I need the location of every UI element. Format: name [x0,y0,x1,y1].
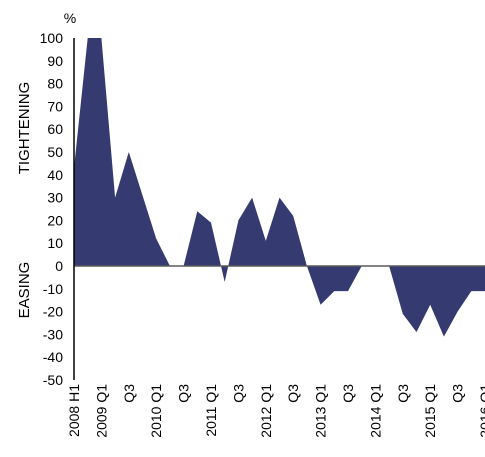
data-point [86,37,89,40]
data-point [223,280,226,283]
y-tick-label: -50 [43,372,63,388]
x-tick-label: 2013 Q1 [313,384,329,438]
y-tick-label: -40 [43,349,63,365]
y-tick-label: 10 [47,235,63,251]
x-axis: 2008 H1 2009 Q1 Q3 2010 Q1 Q3 2011 Q1 Q3 2012 Q… [66,384,485,438]
y-tick-label: 100 [40,30,64,46]
data-point [237,219,240,222]
data-point [347,290,350,293]
x-tick-label: Q3 [230,384,246,403]
y-tick-label: 30 [47,190,63,206]
data-point [155,237,158,240]
y-tick-label: 0 [55,258,63,274]
unit-label: % [64,10,76,26]
y-tick-label: -20 [43,304,63,320]
data-point [114,196,117,199]
plot-area [74,37,485,338]
x-tick-label: Q3 [450,384,466,403]
data-point [100,37,103,40]
x-tick-label: Q3 [340,384,356,403]
data-point [141,194,144,197]
data-point [456,310,459,313]
data-point [415,331,418,334]
x-tick-label: 2012 Q1 [258,384,274,438]
y-tick-label: 70 [47,98,63,114]
y-tick-label: 40 [47,167,63,183]
data-point [292,214,295,217]
data-point [251,196,254,199]
data-point [210,221,213,224]
x-tick-label: 2016 Q1 [477,384,485,438]
data-point [319,303,322,306]
y-tick-label: 80 [47,76,63,92]
y-tick-label: -10 [43,281,63,297]
x-tick-label: 2010 Q1 [148,384,164,438]
data-point [196,210,199,213]
data-point [401,312,404,315]
y-tick-label: 50 [47,144,63,160]
y-tick-label: 60 [47,121,63,137]
x-tick-label: Q3 [176,384,192,403]
data-point [442,335,445,338]
data-point [278,196,281,199]
x-tick-label: 2011 Q1 [203,384,219,437]
x-tick-label: 2015 Q1 [422,384,438,438]
data-point [264,239,267,242]
x-tick-label: Q3 [121,384,137,403]
data-point [127,151,130,154]
data-point [429,303,432,306]
x-tick-label: Q3 [395,384,411,403]
data-point [470,290,473,293]
data-point [333,290,336,293]
x-tick-label: 2014 Q1 [367,384,383,438]
x-tick-label: 2008 H1 [66,384,82,437]
y-tick-label: -30 [43,326,63,342]
lower-axis-title: EASING [16,262,33,319]
y-tick-label: 90 [47,53,63,69]
upper-axis-title: TIGHTENING [16,82,33,175]
x-tick-label: Q3 [285,384,301,403]
y-tick-label: 20 [47,212,63,228]
x-tick-label: 2009 Q1 [93,384,109,438]
series-area [74,38,485,337]
